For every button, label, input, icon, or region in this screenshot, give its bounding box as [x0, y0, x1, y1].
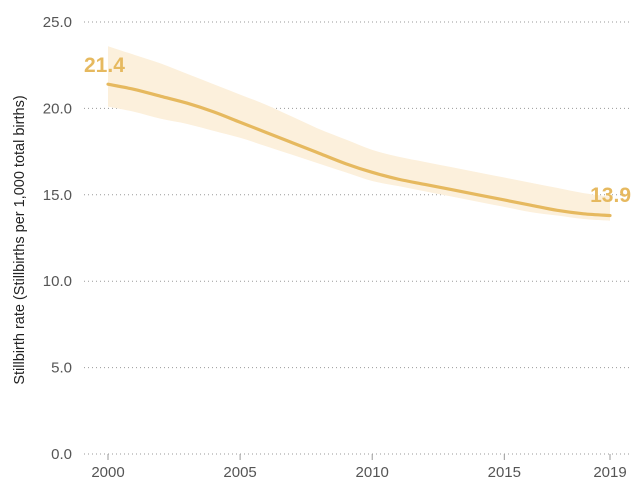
y-tick-label: 25.0 [43, 14, 72, 31]
start-value-label: 21.4 [84, 54, 125, 77]
y-tick-label: 0.0 [51, 446, 72, 463]
grid [84, 21, 630, 455]
x-axis-ticks: 2000 2005 2010 2015 2019 [91, 454, 627, 480]
y-axis-ticks: 0.0 5.0 10.0 15.0 20.0 25.0 [43, 14, 72, 463]
series-group [106, 46, 612, 221]
end-value-label: 13.9 [590, 184, 631, 207]
y-tick-label: 20.0 [43, 100, 72, 117]
x-tick-label: 2015 [488, 464, 521, 480]
uncertainty-band [108, 46, 610, 221]
y-tick-label: 5.0 [51, 360, 72, 377]
series-line [106, 82, 612, 218]
x-tick-label: 2010 [356, 464, 389, 480]
y-axis-title: Stillbirth rate (Stillbirths per 1,000 t… [12, 95, 28, 384]
x-tick-label: 2019 [593, 464, 626, 480]
annotations: 21.4 13.9 [84, 54, 631, 207]
y-tick-label: 15.0 [43, 187, 72, 204]
x-tick-label: 2005 [223, 464, 256, 480]
y-tick-label: 10.0 [43, 273, 72, 290]
x-tick-label: 2000 [91, 464, 124, 480]
